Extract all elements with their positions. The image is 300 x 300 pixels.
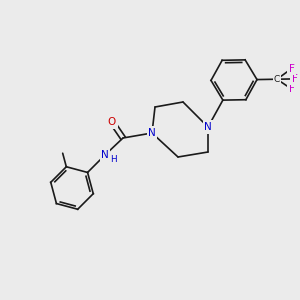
Text: F: F: [292, 74, 298, 84]
Text: C: C: [274, 75, 280, 84]
Text: F: F: [289, 84, 295, 94]
Text: N: N: [101, 150, 109, 160]
Text: H: H: [110, 154, 116, 164]
Text: N: N: [204, 122, 212, 132]
Text: O: O: [108, 117, 116, 127]
Text: N: N: [148, 128, 156, 138]
Text: F: F: [289, 64, 295, 74]
